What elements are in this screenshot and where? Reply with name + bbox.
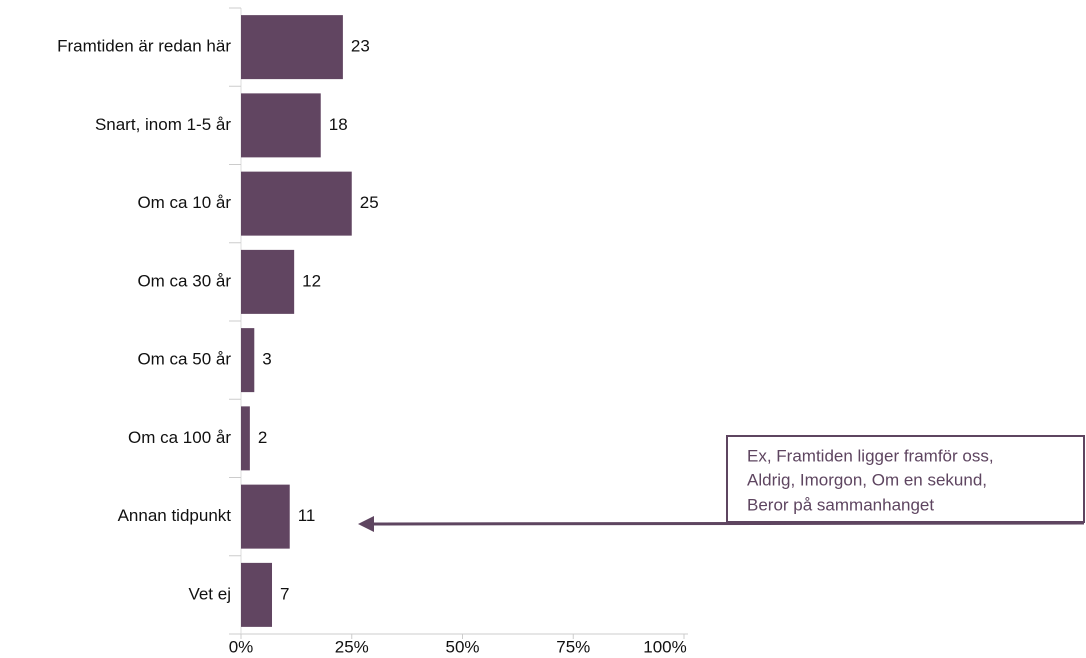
bar bbox=[241, 406, 250, 471]
y-tick-label: Framtiden är redan här bbox=[57, 37, 231, 56]
bar bbox=[241, 562, 273, 627]
y-tick-label: Snart, inom 1-5 år bbox=[95, 115, 231, 134]
value-label: 12 bbox=[302, 271, 321, 290]
x-tick-label: 0% bbox=[229, 637, 254, 656]
y-tick-label: Om ca 30 år bbox=[137, 271, 231, 290]
bar bbox=[241, 171, 352, 236]
arrow-head bbox=[358, 516, 374, 532]
value-label: 23 bbox=[351, 37, 370, 56]
y-tick-label: Annan tidpunkt bbox=[118, 506, 232, 525]
y-tick-label: Om ca 50 år bbox=[137, 350, 231, 369]
value-label: 11 bbox=[298, 506, 316, 525]
y-tick-label: Om ca 10 år bbox=[137, 193, 231, 212]
value-label: 25 bbox=[360, 193, 379, 212]
annotation-arrow bbox=[371, 521, 1085, 526]
bar bbox=[241, 328, 255, 393]
x-tick-label: 50% bbox=[445, 637, 479, 656]
y-tick-label: Vet ej bbox=[188, 584, 231, 603]
annotation-box bbox=[726, 435, 1085, 523]
x-tick-label: 25% bbox=[335, 637, 369, 656]
bar bbox=[241, 93, 321, 158]
x-tick-label: 100% bbox=[643, 637, 686, 656]
annotation-text: Aldrig, Imorgon, Om en sekund, bbox=[747, 470, 987, 489]
bar bbox=[241, 484, 290, 549]
bar bbox=[241, 15, 343, 80]
x-tick-label: 75% bbox=[556, 637, 590, 656]
value-label: 3 bbox=[262, 350, 271, 369]
annotation-text: Beror på sammanhanget bbox=[747, 495, 934, 514]
value-label: 7 bbox=[280, 584, 289, 603]
bar bbox=[241, 249, 295, 314]
annotation-text: Ex, Framtiden ligger framför oss, bbox=[747, 446, 994, 465]
value-label: 2 bbox=[258, 428, 267, 447]
value-label: 18 bbox=[329, 115, 348, 134]
y-tick-label: Om ca 100 år bbox=[128, 428, 231, 447]
